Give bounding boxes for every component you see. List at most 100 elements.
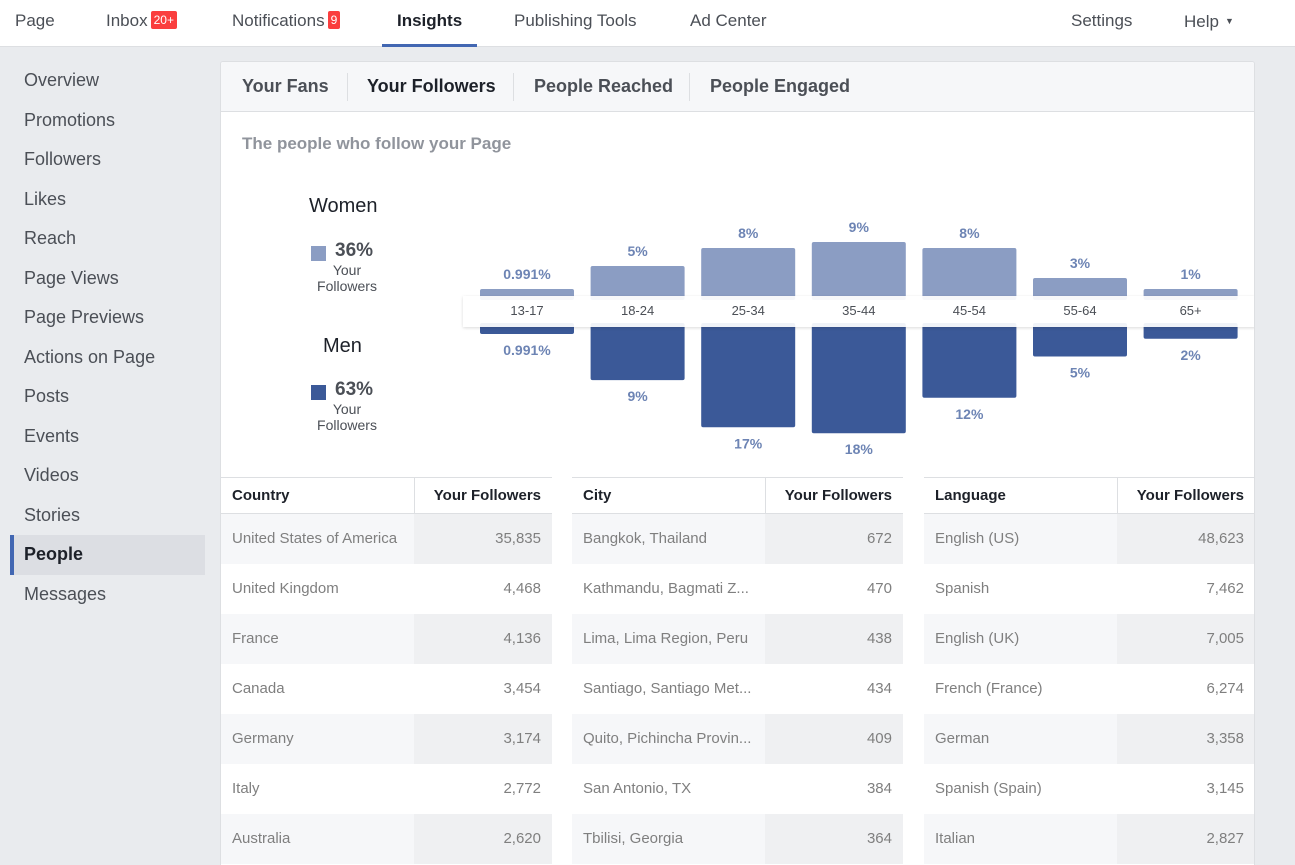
bar-men-25-34[interactable] <box>701 323 796 428</box>
data-label-women: 9% <box>849 219 870 235</box>
nav-insights[interactable]: Insights <box>381 0 478 47</box>
sidebar-item-page-views[interactable]: Page Views <box>24 267 119 288</box>
row-value: 48,623 <box>1198 530 1244 547</box>
sidebar-item-videos[interactable]: Videos <box>24 465 79 485</box>
city-table: City Your Followers Bangkok, Thailand 672 Ka… <box>572 477 903 864</box>
legend-men-sub1: Your <box>332 401 362 417</box>
row-label: Lima, Lima Region, Peru <box>583 630 749 647</box>
bar-women-55-64[interactable] <box>1033 278 1127 300</box>
nav-insights-label: Insights <box>397 11 463 30</box>
bar-men-55-64[interactable] <box>1033 323 1127 357</box>
table-row: Tbilisi, Georgia 364 <box>572 814 903 864</box>
sidebar-item-reach[interactable]: Reach <box>24 228 77 248</box>
row-label: San Antonio, TX <box>583 780 692 797</box>
row-value: 3,358 <box>1206 730 1244 747</box>
table-row: German 3,358 <box>924 714 1254 764</box>
sidebar-item-overview[interactable]: Overview <box>24 70 100 90</box>
value-column-bg <box>1117 614 1254 664</box>
tab-your-followers[interactable]: Your Followers <box>367 76 496 96</box>
bar-men-45-54[interactable] <box>922 323 1017 398</box>
value-column-bg <box>1117 814 1254 864</box>
tab-people-engaged[interactable]: People Engaged <box>710 76 851 96</box>
row-label: Bangkok, Thailand <box>583 530 707 547</box>
tick-label: 25-34 <box>732 303 765 318</box>
table-row: San Antonio, TX 384 <box>572 764 903 814</box>
column-header[interactable]: City <box>583 487 612 504</box>
column-divider <box>414 478 415 514</box>
column-header[interactable]: Country <box>232 487 290 504</box>
column-header[interactable]: Your Followers <box>784 487 892 504</box>
column-header[interactable]: Your Followers <box>1136 487 1244 504</box>
table-body: United States of America 35,835 United Kin… <box>221 514 552 864</box>
bar-men-18-24[interactable] <box>590 323 685 381</box>
column-header[interactable]: Your Followers <box>433 487 541 504</box>
data-label-men: 18% <box>845 441 874 457</box>
table-row: Canada 3,454 <box>221 664 552 714</box>
sidebar: Overview Promotions Followers Likes Reac… <box>10 61 205 614</box>
value-column-bg <box>765 814 903 864</box>
row-value: 434 <box>866 680 892 697</box>
row-label: Canada <box>232 680 285 697</box>
row-value: 3,145 <box>1206 780 1244 797</box>
sidebar-item-stories[interactable]: Stories <box>24 504 81 525</box>
tab-people-reached[interactable]: People Reached <box>534 76 674 96</box>
table-row: Spanish 7,462 <box>924 564 1254 614</box>
value-column-bg <box>765 614 903 664</box>
legend-women-swatch <box>311 246 326 261</box>
row-value: 2,620 <box>503 830 541 847</box>
sidebar-item-promotions[interactable]: Promotions <box>24 109 116 130</box>
data-label-men: 9% <box>627 388 648 404</box>
bar-women-35-44[interactable] <box>811 242 906 300</box>
row-label: Spanish (Spain) <box>935 780 1042 797</box>
language-table: Language Your Followers English (US) 48,623… <box>924 477 1254 864</box>
column-header[interactable]: Language <box>935 487 1006 504</box>
table-body: English (US) 48,623 Spanish 7,462 English (U… <box>924 514 1254 864</box>
nav-inbox[interactable]: Inbox 20+ <box>106 0 177 47</box>
tab-your-fans[interactable]: Your Fans <box>242 76 329 96</box>
legend-women-sub1: Your <box>332 262 362 278</box>
table-row: France 4,136 <box>221 614 552 664</box>
sidebar-item-actions-on-page[interactable]: Actions on Page <box>24 346 156 367</box>
table-row: English (UK) 7,005 <box>924 614 1254 664</box>
table-row: Bangkok, Thailand 672 <box>572 514 903 564</box>
nav-publishing-tools[interactable]: Publishing Tools <box>514 0 637 47</box>
sidebar-item-likes[interactable]: Likes <box>24 188 67 209</box>
sidebar-item-messages[interactable]: Messages <box>24 583 107 604</box>
bar-women-25-34[interactable] <box>701 248 796 300</box>
nav-publishing-tools-label: Publishing Tools <box>514 11 637 30</box>
nav-page[interactable]: Page <box>15 0 55 47</box>
table-row: Kathmandu, Bagmati Z... 470 <box>572 564 903 614</box>
value-column-bg <box>414 514 552 564</box>
data-label-women: 8% <box>738 225 759 241</box>
bar-women-18-24[interactable] <box>590 266 685 300</box>
sidebar-item-page-previews[interactable]: Page Previews <box>24 307 145 327</box>
value-column-bg <box>765 514 903 564</box>
row-label: English (UK) <box>935 630 1020 647</box>
row-value: 672 <box>866 530 892 547</box>
row-value: 2,827 <box>1206 830 1244 847</box>
nav-ad-center[interactable]: Ad Center <box>690 0 767 47</box>
row-label: Spanish <box>935 580 990 597</box>
data-label-women: 3% <box>1070 255 1091 271</box>
column-divider <box>765 478 766 514</box>
tab-divider <box>689 73 690 101</box>
sidebar-item-events[interactable]: Events <box>24 425 80 446</box>
bar-men-35-44[interactable] <box>811 323 906 434</box>
nav-help[interactable]: Help ▼ <box>1184 0 1234 47</box>
sidebar-item-posts[interactable]: Posts <box>24 386 70 406</box>
nav-settings[interactable]: Settings <box>1071 0 1132 47</box>
data-label-men: 2% <box>1180 347 1201 363</box>
row-label: Australia <box>232 830 291 847</box>
nav-notifications[interactable]: Notifications 9 <box>232 0 341 47</box>
row-label: Kathmandu, Bagmati Z... <box>583 580 749 597</box>
data-label-men: 17% <box>734 435 763 451</box>
data-label-women: 0.991% <box>503 266 551 282</box>
row-value: 2,772 <box>503 780 541 797</box>
sidebar-item-followers[interactable]: Followers <box>24 149 102 169</box>
bar-women-45-54[interactable] <box>922 248 1017 300</box>
row-value: 470 <box>866 580 892 597</box>
sidebar-item-people[interactable]: People <box>10 535 205 575</box>
legend-men-sub2: Followers <box>317 417 377 433</box>
table-header: Language Your Followers <box>924 477 1254 514</box>
row-value: 438 <box>866 630 892 647</box>
